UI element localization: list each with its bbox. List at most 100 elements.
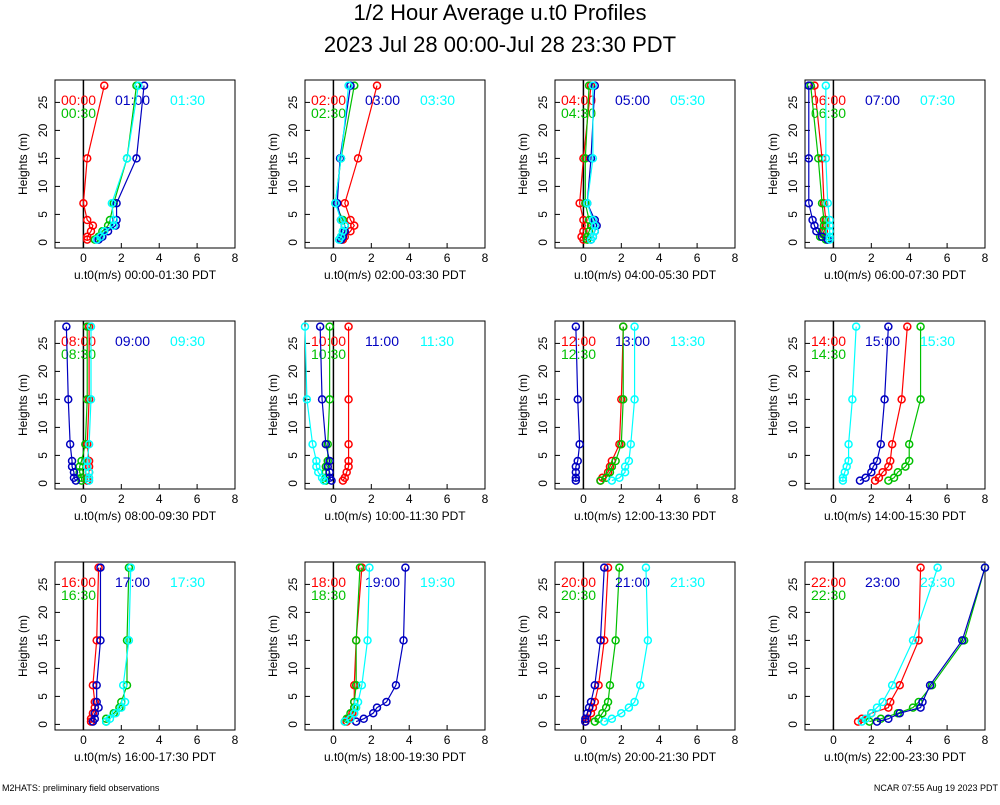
profile-point xyxy=(876,439,886,449)
profile-point xyxy=(636,680,645,690)
y-tick-label: 15 xyxy=(286,151,300,165)
profile-point xyxy=(118,680,128,690)
profile-point xyxy=(840,467,850,477)
x-axis-label: u.t0(m/s) 04:00-05:30 PDT xyxy=(574,268,717,282)
y-tick-label: 0 xyxy=(286,721,300,728)
profile-point xyxy=(823,198,832,208)
profile-point xyxy=(618,395,628,404)
profile-point xyxy=(825,226,834,236)
profile-point xyxy=(590,221,600,230)
x-tick-label: 2 xyxy=(618,492,625,506)
profile-point xyxy=(308,439,317,449)
profile-point xyxy=(325,467,334,477)
profile-point xyxy=(893,467,903,477)
y-tick-label: 10 xyxy=(286,179,300,193)
series-label: 02:00 xyxy=(311,92,346,108)
y-tick-label: 0 xyxy=(786,480,800,487)
profile-point xyxy=(615,563,624,572)
series-label: 05:30 xyxy=(670,92,705,108)
profile-point xyxy=(325,322,334,331)
x-tick-label: 4 xyxy=(906,733,913,747)
profile-point xyxy=(336,154,346,163)
profile-point xyxy=(916,563,925,572)
profile-point xyxy=(620,462,630,471)
profile-point xyxy=(904,439,914,449)
series-label: 06:00 xyxy=(811,92,846,108)
series-label: 18:00 xyxy=(311,574,346,590)
y-tick-label: 10 xyxy=(286,420,300,434)
profile-point xyxy=(132,154,141,163)
y-tick-label: 15 xyxy=(36,633,50,647)
x-tick-label: 0 xyxy=(80,733,87,747)
profile-point xyxy=(626,439,636,449)
profile-point xyxy=(79,198,88,208)
profile-point xyxy=(82,232,92,242)
profile-point xyxy=(611,636,620,645)
profile-point xyxy=(590,226,600,236)
x-tick-label: 0 xyxy=(330,251,337,265)
profile-point xyxy=(117,703,126,712)
series-label: 21:30 xyxy=(670,574,705,590)
profile-point xyxy=(365,563,374,572)
profile-point xyxy=(887,680,897,690)
profile-point xyxy=(808,215,817,225)
x-tick-label: 8 xyxy=(482,492,489,506)
profile-point xyxy=(573,395,582,404)
y-axis-label: Heights (m) xyxy=(16,133,30,195)
profile-point xyxy=(867,467,876,477)
x-axis-label: u.t0(m/s) 00:00-01:30 PDT xyxy=(74,268,217,282)
x-tick-label: 4 xyxy=(156,733,163,747)
series-label: 10:30 xyxy=(311,346,346,362)
profile-point xyxy=(819,221,829,230)
y-tick-label: 10 xyxy=(36,420,50,434)
x-axis-label: u.t0(m/s) 06:00-07:30 PDT xyxy=(824,268,967,282)
profile-point xyxy=(630,395,639,404)
y-axis-label: Heights (m) xyxy=(766,374,780,436)
profile-point xyxy=(600,717,609,726)
x-tick-label: 8 xyxy=(732,251,739,265)
x-tick-label: 0 xyxy=(580,733,587,747)
x-tick-label: 8 xyxy=(232,251,239,265)
y-tick-label: 0 xyxy=(286,239,300,246)
series-label: 12:30 xyxy=(561,346,596,362)
series-label: 11:30 xyxy=(420,333,454,349)
y-tick-label: 25 xyxy=(286,577,300,591)
x-tick-label: 0 xyxy=(80,251,87,265)
plot-frame xyxy=(54,561,236,731)
profile-point xyxy=(603,697,613,707)
profile-point xyxy=(933,563,942,572)
footer-right: NCAR 07:55 Aug 19 2023 PDT xyxy=(874,783,999,793)
x-tick-label: 6 xyxy=(694,733,701,747)
profile-point xyxy=(67,456,77,466)
profile-point xyxy=(96,636,105,645)
y-tick-label: 5 xyxy=(286,211,300,218)
y-tick-label: 25 xyxy=(286,95,300,109)
profile-point xyxy=(112,198,121,208)
profile-point xyxy=(344,456,353,466)
series-label: 20:30 xyxy=(561,587,596,603)
profile-point xyxy=(109,221,118,230)
profile-point xyxy=(804,81,814,90)
x-tick-label: 6 xyxy=(944,733,951,747)
profile-point xyxy=(575,439,584,449)
profile-point xyxy=(86,322,96,331)
profile-point xyxy=(884,322,893,331)
profile-point xyxy=(300,322,310,331)
x-tick-label: 6 xyxy=(444,251,451,265)
profile-point xyxy=(844,439,853,449)
x-tick-label: 2 xyxy=(368,733,375,747)
y-axis-label: Heights (m) xyxy=(266,374,280,436)
x-tick-label: 2 xyxy=(618,733,625,747)
profile-point xyxy=(571,467,581,477)
profile-point xyxy=(363,636,372,645)
profile-point xyxy=(372,703,382,712)
profile-point xyxy=(825,232,834,242)
y-tick-label: 10 xyxy=(536,661,550,675)
y-tick-label: 0 xyxy=(36,239,50,246)
y-tick-label: 5 xyxy=(286,693,300,700)
profile-point xyxy=(804,154,814,163)
profile-point xyxy=(372,81,382,90)
y-axis-label: Heights (m) xyxy=(766,615,780,677)
profile-point xyxy=(340,221,350,230)
plot-frame xyxy=(304,561,486,731)
